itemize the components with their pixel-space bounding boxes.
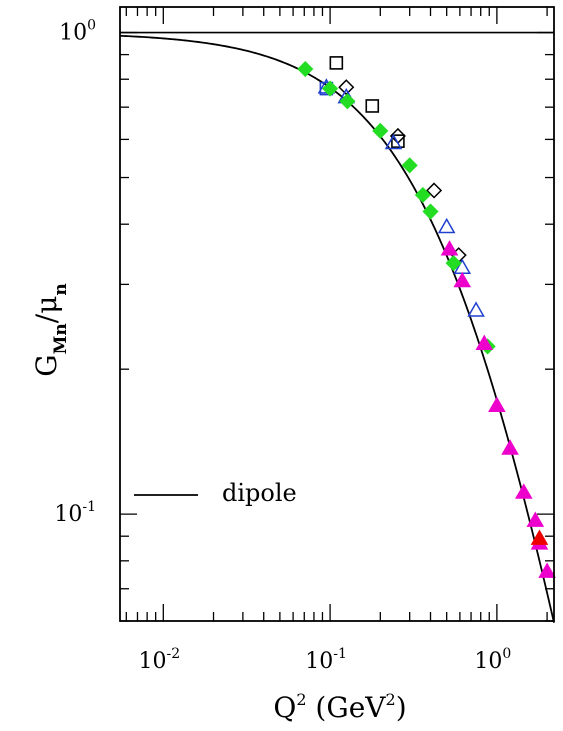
data-point-diamond xyxy=(445,255,462,272)
data-points xyxy=(297,56,556,578)
data-point-triangle xyxy=(467,301,485,317)
x-tick-labels: 10-2 10-1 100 xyxy=(138,646,511,674)
y-axis-label: GMn/μn xyxy=(30,283,71,377)
data-point-square xyxy=(365,99,380,113)
data-point-diamond xyxy=(425,182,443,199)
legend: dipole xyxy=(134,479,297,507)
data-point-triangle xyxy=(530,529,549,545)
data-point-triangle xyxy=(488,396,506,413)
data-point-diamond xyxy=(339,93,356,110)
x-tick-label: 100 xyxy=(474,646,511,674)
data-point-triangle xyxy=(440,240,459,256)
data-point-triangle xyxy=(526,511,545,527)
data-point-square xyxy=(329,56,344,70)
data-point-diamond xyxy=(322,80,339,97)
data-point-triangle xyxy=(515,483,533,499)
data-point-diamond xyxy=(401,157,418,174)
plot-frame xyxy=(119,6,555,622)
dipole-curve xyxy=(119,34,555,623)
data-point-diamond xyxy=(372,122,389,139)
data-point-diamond xyxy=(297,60,314,78)
x-axis-label: Q2 (GeV2) xyxy=(273,690,406,724)
data-point-triangle xyxy=(538,562,556,578)
data-point-triangle xyxy=(453,271,472,288)
data-point-diamond xyxy=(422,203,439,220)
data-point-diamond xyxy=(338,79,355,96)
x-tick-label: 10-2 xyxy=(138,646,180,674)
data-point-triangle xyxy=(501,439,519,455)
legend-label-dipole: dipole xyxy=(222,479,297,507)
y-tick-labels: 10-1 100 xyxy=(54,18,96,528)
data-point-square xyxy=(391,134,405,148)
x-tick-label: 10-1 xyxy=(305,646,347,674)
y-tick-label: 10-1 xyxy=(54,499,96,527)
data-point-triangle xyxy=(475,334,494,350)
data-point-triangle xyxy=(384,133,403,150)
data-point-triangle xyxy=(437,217,456,234)
data-point-diamond xyxy=(414,186,431,204)
y-tick-label: 100 xyxy=(59,18,96,46)
